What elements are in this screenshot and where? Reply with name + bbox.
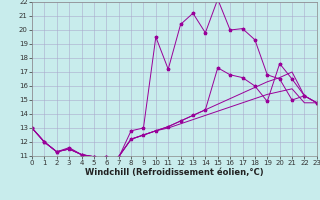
X-axis label: Windchill (Refroidissement éolien,°C): Windchill (Refroidissement éolien,°C) <box>85 168 264 177</box>
